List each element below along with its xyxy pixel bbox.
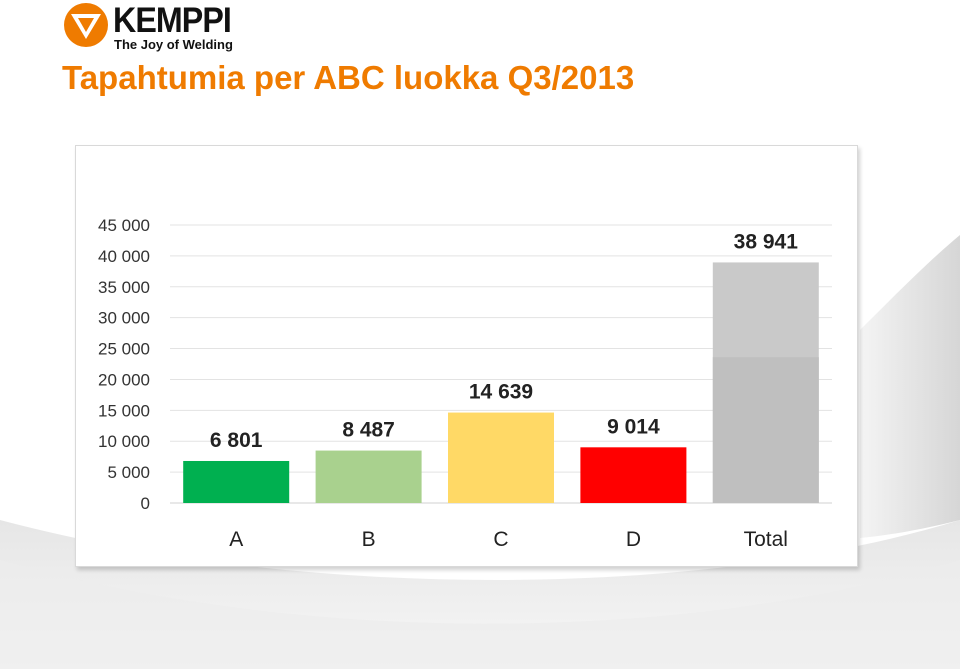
y-tick-label: 15 000 bbox=[98, 401, 150, 420]
y-tick-label: 40 000 bbox=[98, 247, 150, 266]
x-tick-label: B bbox=[362, 528, 376, 551]
y-tick-label: 25 000 bbox=[98, 340, 150, 359]
kemppi-v-logo-icon bbox=[64, 3, 108, 47]
logo-wordmark: KEMPPI bbox=[113, 1, 232, 40]
page-title: Tapahtumia per ABC luokka Q3/2013 bbox=[62, 59, 635, 96]
y-tick-label: 35 000 bbox=[98, 278, 150, 297]
x-tick-label: Total bbox=[744, 528, 788, 551]
data-label: 6 801 bbox=[210, 429, 263, 452]
data-label: 38 941 bbox=[734, 230, 799, 253]
bar-chart: 0 5 000 10 000 15 000 20 000 25 000 30 000 35 0… bbox=[98, 216, 832, 551]
chart-panel: 0 5 000 10 000 15 000 20 000 25 000 30 000 35 0… bbox=[75, 145, 858, 567]
y-tick-label: 45 000 bbox=[98, 216, 150, 235]
data-label: 8 487 bbox=[342, 419, 395, 442]
bar-d bbox=[580, 447, 687, 503]
kemppi-logo: KEMPPI The Joy of Welding bbox=[63, 1, 248, 54]
y-tick-label: 20 000 bbox=[98, 370, 150, 389]
y-tick-label: 0 bbox=[141, 494, 150, 513]
x-tick-label: A bbox=[229, 528, 243, 551]
data-label: 9 014 bbox=[607, 415, 660, 438]
bar-b bbox=[315, 450, 422, 503]
bar-c bbox=[448, 412, 554, 503]
x-tick-label: D bbox=[626, 528, 641, 551]
logo-tagline: The Joy of Welding bbox=[114, 37, 233, 52]
bar-a bbox=[183, 460, 290, 503]
x-tick-label: C bbox=[493, 528, 508, 551]
bar-total-lower-segment bbox=[712, 357, 819, 503]
y-tick-label: 30 000 bbox=[98, 309, 150, 328]
y-tick-label: 5 000 bbox=[107, 463, 150, 482]
y-tick-label: 10 000 bbox=[98, 432, 150, 451]
data-label: 14 639 bbox=[469, 381, 533, 404]
